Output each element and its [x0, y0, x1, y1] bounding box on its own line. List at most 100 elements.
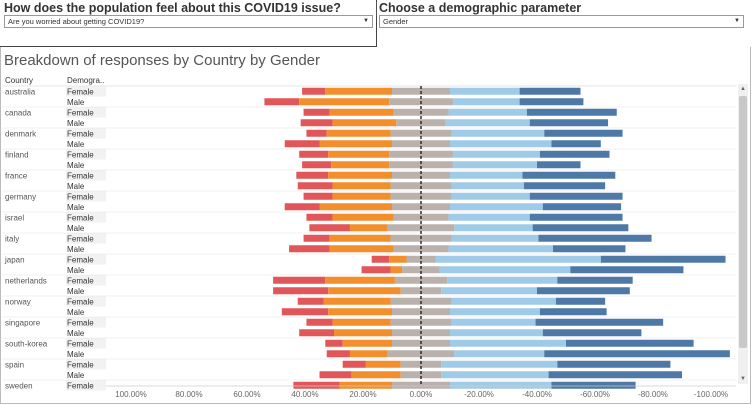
gender-label: Male — [67, 266, 85, 275]
bar-segment — [539, 308, 607, 316]
bar-segment — [454, 224, 533, 232]
chart-title: Breakdown of responses by Country by Gen… — [4, 52, 321, 69]
scroll-up-icon[interactable]: ▲ — [740, 86, 746, 92]
bar-segment — [451, 318, 536, 326]
bar-segment — [325, 276, 395, 284]
row-highlight — [66, 380, 106, 391]
country-label: south-korea — [5, 339, 48, 348]
bar-segment — [349, 224, 388, 232]
gender-label: Female — [67, 108, 94, 117]
bar-segment — [281, 308, 329, 316]
bar-segment — [289, 245, 330, 253]
param-filter-panel: Choose a demographic parameter Gender ▼ — [377, 0, 752, 46]
bar-segment — [328, 287, 401, 295]
bar-segment — [326, 350, 350, 358]
bar-segment — [454, 350, 545, 358]
country-label: france — [5, 171, 28, 180]
bar-segment — [325, 339, 343, 347]
bar-segment — [323, 297, 391, 305]
gender-label: Male — [67, 245, 85, 254]
bar-segment — [329, 108, 394, 116]
scroll-thumb[interactable] — [739, 96, 747, 348]
gender-label: Female — [67, 339, 94, 348]
scroll-down-icon[interactable]: ▼ — [740, 376, 746, 382]
bar-segment — [297, 182, 333, 190]
bar-segment — [555, 297, 606, 305]
bar-segment — [390, 266, 403, 274]
bar-segment — [334, 329, 392, 337]
bar-segment — [332, 192, 391, 200]
x-tick-label: 20.00% — [349, 390, 376, 399]
bar-segment — [328, 308, 392, 316]
gender-label: Male — [67, 371, 85, 380]
row-highlight — [66, 191, 106, 202]
bar-segment — [542, 329, 642, 337]
bar-segment — [448, 213, 530, 221]
x-tick-label: 40.00% — [291, 390, 318, 399]
issue-filter-title: How does the population feel about this … — [4, 1, 341, 15]
x-tick-label: 80.00% — [175, 390, 202, 399]
issue-dropdown-value: Are you worried about getting COVID19? — [8, 17, 145, 26]
gender-label: Female — [67, 87, 94, 96]
x-tick-label: -20.00% — [464, 390, 494, 399]
param-dropdown[interactable]: Gender ▼ — [379, 15, 744, 28]
vertical-scrollbar[interactable]: ▲ ▼ — [738, 84, 748, 384]
bar-segment — [389, 255, 407, 263]
row-highlight — [66, 128, 106, 139]
country-label: australia — [5, 87, 36, 96]
bar-segment — [435, 255, 601, 263]
x-tick-label: -60.00% — [580, 390, 610, 399]
bar-segment — [522, 171, 616, 179]
bar-segment — [319, 140, 392, 148]
row-highlight — [66, 254, 106, 265]
bar-segment — [402, 266, 440, 274]
country-label: norway — [5, 297, 31, 306]
bar-segment — [532, 224, 629, 232]
chevron-down-icon: ▼ — [734, 18, 740, 24]
bar-segment — [441, 371, 549, 379]
bar-segment — [557, 360, 671, 368]
bar-segment — [526, 108, 617, 116]
bar-segment — [299, 98, 390, 106]
row-highlight — [66, 170, 106, 181]
bar-segment — [328, 150, 390, 158]
bar-segment — [342, 360, 366, 368]
bar-segment — [544, 350, 730, 358]
bar-segment — [450, 87, 520, 95]
country-label: japan — [4, 255, 25, 264]
bar-segment — [535, 318, 664, 326]
gender-label: Male — [67, 308, 85, 317]
country-label: canada — [5, 108, 32, 117]
row-highlight — [66, 296, 106, 307]
bar-segment — [452, 161, 537, 169]
bar-segment — [523, 182, 606, 190]
demographic-column-header: Demogra.. — [67, 76, 104, 85]
bar-segment — [351, 371, 401, 379]
gender-label: Male — [67, 182, 85, 191]
bar-segment — [441, 360, 558, 368]
country-label: singapore — [5, 318, 41, 327]
bar-segment — [445, 119, 530, 127]
gender-label: Male — [67, 161, 85, 170]
gender-label: Female — [67, 129, 94, 138]
bar-segment — [329, 245, 394, 253]
gender-label: Female — [67, 234, 94, 243]
bar-segment — [452, 150, 540, 158]
bar-segment — [400, 360, 442, 368]
row-highlight — [66, 338, 106, 349]
x-tick-label: 0.00% — [410, 390, 433, 399]
bar-segment — [339, 381, 392, 389]
gender-label: Female — [67, 360, 94, 369]
bar-segment — [529, 213, 623, 221]
bar-segment — [293, 381, 340, 389]
bar-segment — [439, 266, 571, 274]
bar-segment — [552, 245, 626, 253]
issue-dropdown[interactable]: Are you worried about getting COVID19? ▼ — [4, 15, 373, 28]
country-label: netherlands — [5, 276, 47, 285]
bar-segment — [392, 381, 450, 389]
x-tick-label: -80.00% — [638, 390, 668, 399]
x-tick-label: -40.00% — [522, 390, 552, 399]
row-highlight — [66, 86, 106, 97]
bar-segment — [326, 129, 391, 137]
